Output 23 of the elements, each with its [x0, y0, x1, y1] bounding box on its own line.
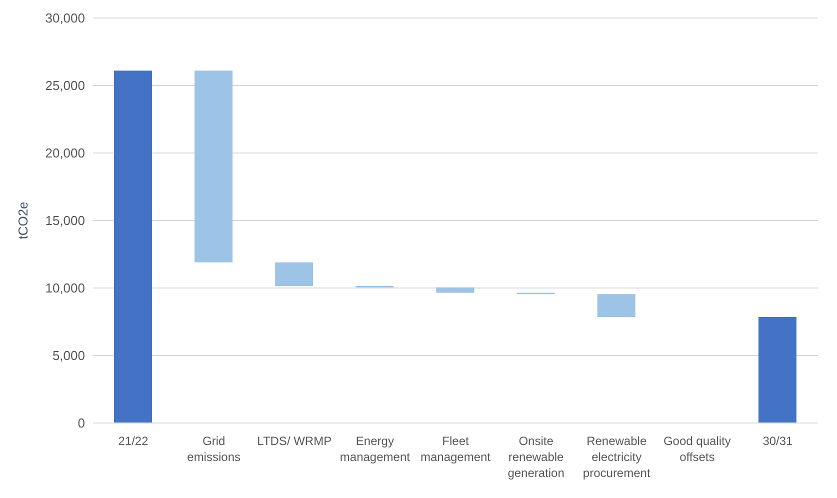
y-tick-label: 25,000	[45, 78, 85, 94]
x-tick-label: Grid emissions	[187, 434, 241, 464]
bar	[597, 294, 636, 318]
x-tick-label: 30/31	[762, 434, 794, 448]
y-tick-label: 15,000	[45, 213, 85, 228]
y-tick-label: 0	[78, 416, 85, 431]
bar	[436, 287, 474, 293]
x-tick-label: Onsite renewable generation	[508, 434, 564, 480]
x-tick-label: Energy management	[340, 434, 411, 464]
y-tick-label: 30,000	[45, 10, 85, 26]
y-tick-label: 5,000	[52, 348, 85, 364]
x-tick-label: LTDS/ WRMP	[257, 434, 332, 448]
y-tick-label: 10,000	[45, 280, 85, 296]
bar	[194, 70, 233, 262]
bar	[758, 317, 796, 423]
x-tick-label: Renewable electricity procurement	[582, 434, 651, 480]
bar	[275, 262, 314, 286]
x-tick-label: Good quality offsets	[663, 434, 731, 464]
y-tick-label: 20,000	[45, 146, 85, 161]
x-tick-label: 21/22	[118, 434, 149, 448]
bar	[114, 70, 152, 423]
x-tick-label: Fleet management	[420, 434, 492, 464]
y-axis-title: tCO2e	[16, 202, 31, 240]
